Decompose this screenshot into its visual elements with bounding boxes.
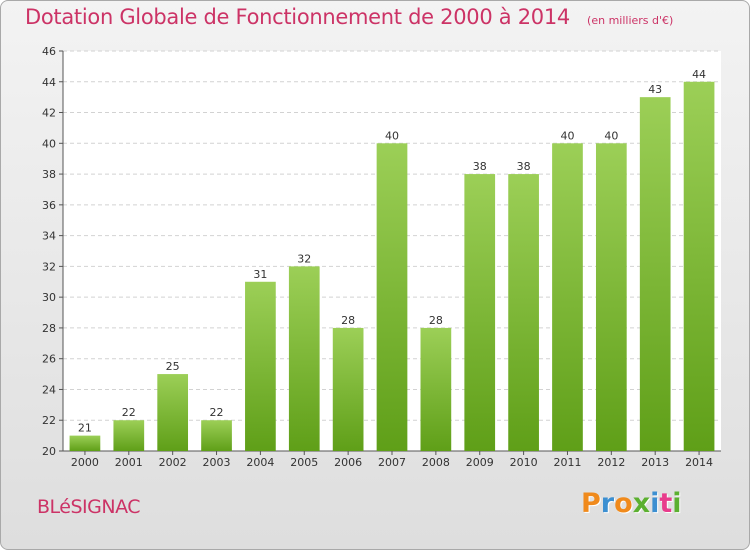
bar — [157, 374, 189, 451]
y-tick-label: 36 — [42, 199, 56, 212]
x-tick-label: 2005 — [290, 456, 318, 469]
bar-value-label: 40 — [604, 129, 618, 142]
y-tick-label: 46 — [42, 45, 56, 58]
bar — [288, 266, 320, 451]
bar — [639, 97, 671, 452]
bar-value-label: 40 — [560, 129, 574, 142]
bar — [245, 281, 276, 451]
y-tick-label: 40 — [42, 137, 56, 150]
y-tick-label: 28 — [42, 322, 56, 335]
bar — [420, 327, 452, 451]
y-tick-label: 38 — [42, 168, 56, 181]
bar — [332, 327, 364, 451]
brand-letter: x — [632, 488, 651, 519]
bar-value-label: 22 — [122, 406, 136, 419]
commune-name: BLéSIGNAC — [37, 496, 141, 518]
x-tick-label: 2008 — [422, 456, 450, 469]
y-tick-label: 22 — [42, 414, 56, 427]
bar — [464, 174, 496, 452]
brand-letter: t — [659, 488, 673, 519]
x-tick-label: 2010 — [510, 456, 538, 469]
x-tick-label: 2007 — [378, 456, 406, 469]
bar-value-label: 38 — [517, 160, 531, 173]
y-tick-label: 26 — [42, 353, 56, 366]
y-tick-label: 24 — [42, 383, 56, 396]
bar — [113, 420, 145, 451]
bar — [201, 420, 232, 451]
bar — [376, 143, 408, 452]
x-tick-label: 2013 — [641, 456, 669, 469]
bar — [508, 174, 539, 452]
bar — [552, 143, 583, 452]
x-tick-label: 2000 — [71, 456, 99, 469]
bar — [683, 81, 715, 452]
bar-value-label: 31 — [253, 268, 267, 281]
x-tick-label: 2006 — [334, 456, 362, 469]
x-tick-label: 2009 — [466, 456, 494, 469]
chart-title: Dotation Globale de Fonctionnement de 20… — [25, 5, 570, 29]
bar-value-label: 32 — [297, 252, 311, 265]
brand-letter: i — [672, 488, 682, 519]
brand-letter: i — [650, 488, 660, 519]
bar-value-label: 38 — [473, 160, 487, 173]
bar-value-label: 25 — [166, 360, 180, 373]
x-tick-label: 2002 — [159, 456, 187, 469]
title-row: Dotation Globale de Fonctionnement de 20… — [25, 5, 673, 29]
x-tick-label: 2003 — [203, 456, 231, 469]
x-tick-label: 2014 — [685, 456, 713, 469]
y-tick-label: 34 — [42, 230, 56, 243]
brand-letter: o — [614, 488, 633, 519]
y-tick-label: 32 — [42, 260, 56, 273]
bar — [69, 435, 101, 451]
bar — [595, 143, 627, 452]
brand-letter: r — [600, 488, 615, 519]
x-tick-label: 2011 — [553, 456, 581, 469]
y-tick-label: 44 — [42, 76, 56, 89]
x-tick-label: 2012 — [597, 456, 625, 469]
bar-value-label: 43 — [648, 83, 662, 96]
x-tick-label: 2001 — [115, 456, 143, 469]
chart-subtitle: (en milliers d'€) — [587, 14, 674, 27]
bar-value-label: 44 — [692, 68, 706, 81]
bar-value-label: 21 — [78, 422, 92, 435]
bar-value-label: 40 — [385, 129, 399, 142]
brand-letter: P — [581, 488, 601, 519]
x-tick-label: 2004 — [246, 456, 274, 469]
y-tick-label: 20 — [42, 445, 56, 458]
y-tick-label: 42 — [42, 107, 56, 120]
bar-value-label: 22 — [210, 406, 224, 419]
y-tick-label: 30 — [42, 291, 56, 304]
brand-logo: Proxiti — [581, 488, 682, 519]
bar-value-label: 28 — [341, 314, 355, 327]
bar-value-label: 28 — [429, 314, 443, 327]
